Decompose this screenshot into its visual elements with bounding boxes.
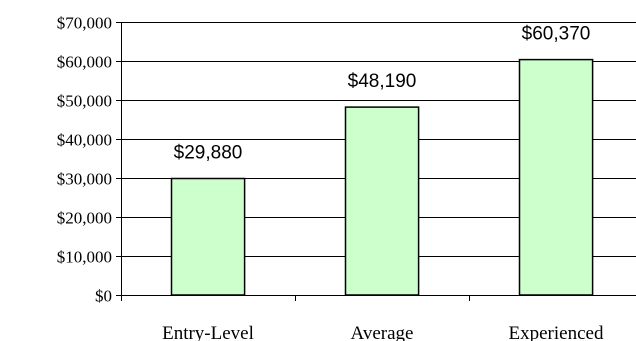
x-category-label: Experienced	[509, 323, 604, 341]
y-tick-label: $30,000	[57, 170, 112, 189]
y-tick-label: $50,000	[57, 92, 112, 111]
data-label: $48,190	[348, 71, 417, 92]
bar-entry-level	[170, 177, 246, 296]
y-tick-label: $0	[95, 287, 112, 306]
bar-average	[344, 106, 420, 296]
x-category-label: Average	[351, 323, 414, 341]
labels: $0 $10,000 $20,000 $30,000 $40,000 $50,000 $60…	[57, 14, 604, 341]
y-tick-label: $40,000	[57, 131, 112, 150]
y-tick-label: $20,000	[57, 209, 112, 228]
bar-experienced	[518, 58, 594, 296]
y-tick-label: $60,000	[57, 53, 112, 72]
data-label: $29,880	[174, 143, 243, 164]
bars	[170, 58, 594, 296]
data-label: $60,370	[522, 24, 591, 45]
y-tick-label: $10,000	[57, 248, 112, 267]
y-tick-label: $70,000	[57, 14, 112, 33]
x-category-label: Entry-Level	[162, 323, 254, 341]
axes	[116, 22, 636, 301]
